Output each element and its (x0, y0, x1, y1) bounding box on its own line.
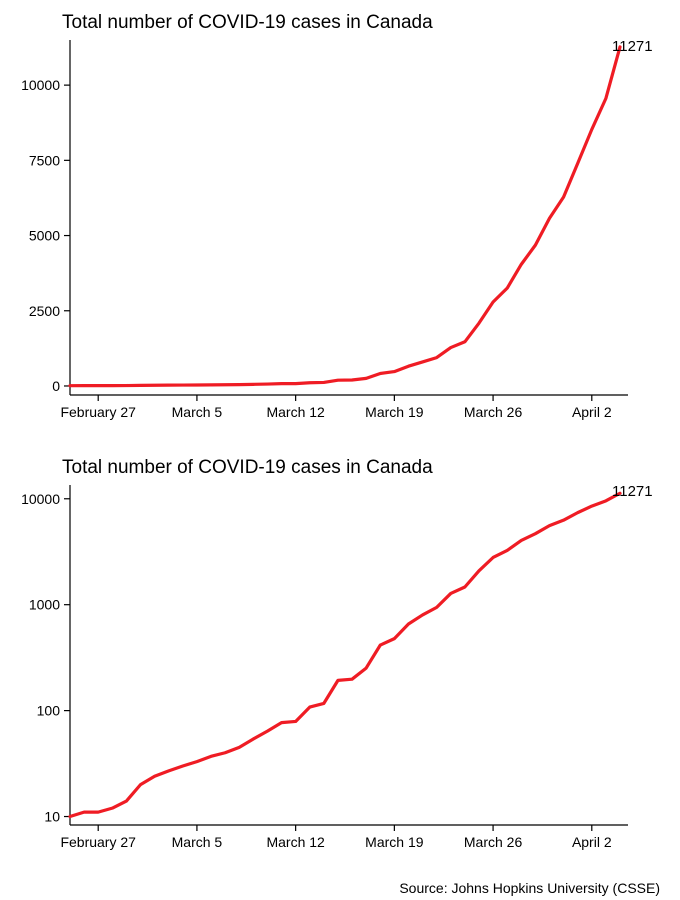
x-tick-label: March 12 (266, 404, 325, 420)
linear-chart: Total number of COVID-19 cases in Canada… (0, 0, 680, 440)
x-tick-label: March 26 (464, 404, 523, 420)
end-value-label: 11271 (612, 38, 653, 55)
y-tick-label: 1000 (29, 597, 60, 613)
y-tick-label: 2500 (29, 303, 60, 319)
cases-line (70, 493, 620, 816)
x-tick-label: March 12 (266, 834, 325, 850)
x-tick-label: March 5 (172, 404, 223, 420)
y-tick-label: 10 (44, 809, 60, 825)
linear-chart-svg: 0 2500 5000 7500 10000 February 27 March 5 Marc… (0, 0, 680, 440)
x-tick-label: February 27 (60, 404, 136, 420)
end-value-label: 11271 (612, 483, 653, 500)
x-tick-label: March 5 (172, 834, 223, 850)
y-tick-label: 7500 (29, 152, 60, 168)
x-tick-label: March 19 (365, 404, 424, 420)
y-tick-label: 100 (37, 703, 61, 719)
y-tick-label: 10000 (21, 491, 60, 507)
source-attribution: Source: Johns Hopkins University (CSSE) (399, 880, 660, 896)
y-tick-label: 5000 (29, 228, 60, 244)
log-chart: Total number of COVID-19 cases in Canada… (0, 445, 680, 865)
log-chart-svg: 10 100 1000 10000 February 27 March 5 March 12… (0, 445, 680, 865)
y-tick-label: 10000 (21, 77, 60, 93)
x-tick-label: March 19 (365, 834, 424, 850)
x-tick-label: April 2 (572, 834, 612, 850)
y-tick-label: 0 (52, 378, 60, 394)
cases-line (70, 47, 620, 386)
x-tick-label: April 2 (572, 404, 612, 420)
x-tick-label: February 27 (60, 834, 136, 850)
x-tick-label: March 26 (464, 834, 523, 850)
